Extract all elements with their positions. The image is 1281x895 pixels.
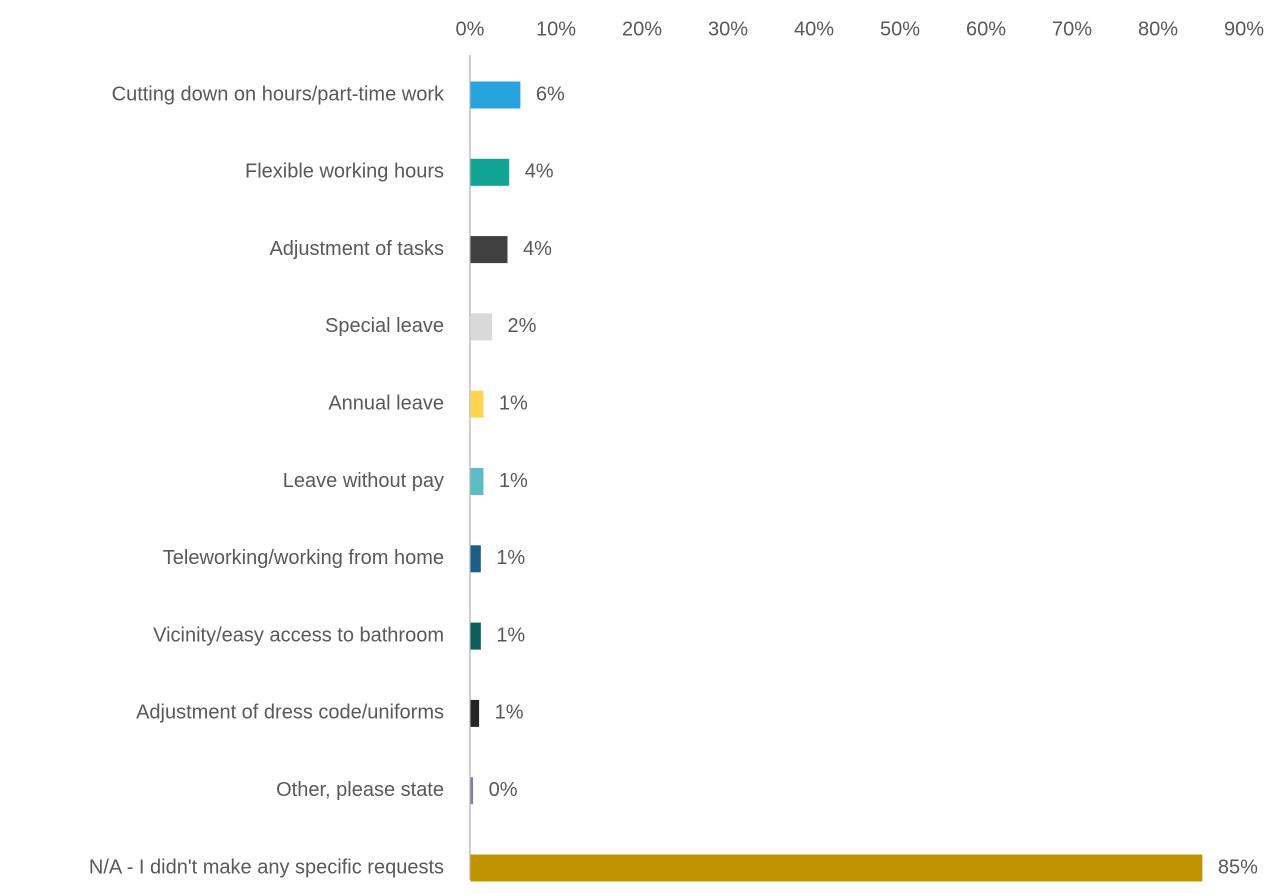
- x-tick-label: 70%: [1052, 18, 1092, 40]
- data-label: 85%: [1218, 856, 1258, 878]
- bars-group: [470, 81, 1203, 882]
- bar: [470, 390, 484, 418]
- category-label: Leave without pay: [283, 470, 444, 492]
- x-tick-label: 90%: [1224, 18, 1264, 40]
- x-tick-label: 30%: [708, 18, 748, 40]
- category-label: Adjustment of tasks: [269, 238, 444, 260]
- x-tick-label: 40%: [794, 18, 834, 40]
- data-label: 1%: [499, 470, 528, 492]
- x-tick-label: 10%: [536, 18, 576, 40]
- category-label: Other, please state: [276, 779, 444, 801]
- x-axis-ticks: 0% 10% 20% 30% 40% 50% 60% 70% 80% 90%: [456, 18, 1265, 40]
- category-label: Cutting down on hours/part-time work: [112, 83, 445, 105]
- x-tick-label: 80%: [1138, 18, 1178, 40]
- bar: [470, 236, 508, 264]
- category-label: Adjustment of dress code/uniforms: [136, 702, 444, 724]
- data-label: 4%: [525, 161, 554, 183]
- category-label: Vicinity/easy access to bathroom: [153, 624, 444, 646]
- category-label: Special leave: [325, 315, 444, 337]
- data-label: 1%: [499, 392, 528, 414]
- bar: [470, 313, 492, 341]
- category-labels: Cutting down on hours/part-time work Flex…: [89, 83, 445, 878]
- bar: [470, 777, 474, 805]
- category-label: N/A - I didn't make any specific request…: [89, 856, 444, 878]
- x-tick-label: 0%: [456, 18, 485, 40]
- category-label: Teleworking/working from home: [163, 547, 444, 569]
- data-label: 4%: [523, 238, 552, 260]
- value-labels: 6% 4% 4% 2% 1% 1% 1% 1% 1% 0% 85%: [489, 83, 1259, 878]
- data-label: 1%: [495, 702, 524, 724]
- bar: [470, 545, 481, 573]
- bar: [470, 622, 481, 650]
- bar: [470, 699, 480, 727]
- bar: [470, 468, 484, 495]
- x-tick-label: 20%: [622, 18, 662, 40]
- data-label: 2%: [508, 315, 537, 337]
- bar: [470, 158, 510, 186]
- data-label: 1%: [496, 624, 525, 646]
- data-label: 1%: [496, 547, 525, 569]
- bar: [470, 81, 521, 109]
- category-label: Annual leave: [328, 392, 444, 414]
- x-tick-label: 50%: [880, 18, 920, 40]
- data-label: 0%: [489, 779, 518, 801]
- category-label: Flexible working hours: [245, 161, 444, 183]
- bar: [470, 854, 1203, 882]
- x-tick-label: 60%: [966, 18, 1006, 40]
- data-label: 6%: [536, 83, 565, 105]
